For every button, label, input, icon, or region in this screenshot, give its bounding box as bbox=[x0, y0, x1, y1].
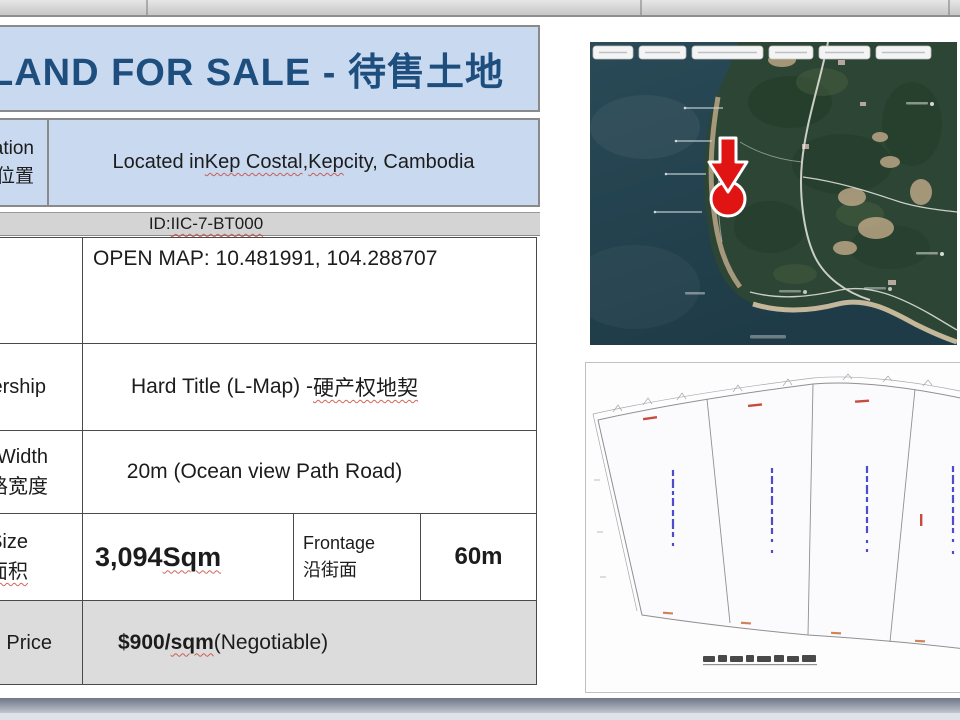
clearings bbox=[768, 53, 932, 255]
road-width-value: 20m (Ocean view Path Road) bbox=[126, 460, 403, 483]
map-attribution-blur bbox=[750, 335, 786, 339]
west-beach bbox=[708, 96, 743, 289]
top-bar-tick bbox=[948, 0, 950, 15]
land-size-value: 3,094 Sqm bbox=[83, 514, 294, 600]
ownership-label: Ownership bbox=[0, 344, 83, 430]
frontage-value: 60m bbox=[454, 543, 503, 570]
sea-glint bbox=[590, 95, 700, 159]
map-toolbar-chips bbox=[592, 45, 932, 60]
dimension-labels-orange bbox=[662, 611, 926, 643]
table-row-open-map: OPEN MAP: 10.481991, 104.288707 bbox=[0, 238, 536, 343]
table-row-price: Price $900/sqm (Negotiable) bbox=[0, 600, 536, 684]
frontage-label: Frontage 沿街面 bbox=[294, 514, 421, 600]
ownership-value: Hard Title (L-Map) - 硬产权地契 bbox=[130, 375, 419, 400]
window-bottom-bar bbox=[0, 698, 960, 713]
parcel-outline bbox=[597, 382, 960, 649]
price-label: Price bbox=[0, 601, 83, 684]
survey-offset-lines bbox=[592, 373, 960, 612]
price-value: $900/sqm (Negotiable) bbox=[118, 630, 329, 654]
table-row-size: Size 面积 3,094 Sqm Frontage 沿街面 60m bbox=[0, 513, 536, 600]
open-map-label bbox=[0, 238, 83, 343]
table-row-ownership: Ownership Hard Title (L-Map) - 硬产权地契 bbox=[0, 343, 536, 430]
plot-street-text-blurred bbox=[671, 466, 955, 554]
property-id-strip: ID: IIC-7-BT000 bbox=[0, 212, 540, 236]
piers bbox=[653, 106, 723, 214]
window-top-bar bbox=[0, 0, 960, 17]
location-marker-icon bbox=[707, 136, 749, 218]
title-banner: LAND FOR SALE - 待售土地 bbox=[0, 25, 540, 112]
property-id: IIC-7-BT000 bbox=[170, 214, 264, 233]
top-bar-tick bbox=[640, 0, 642, 15]
buildings bbox=[802, 60, 896, 285]
size-label: Size 面积 bbox=[0, 514, 83, 600]
survey-plot-diagram bbox=[585, 362, 960, 693]
table-row-road-width: Road Width 路宽度 20m (Ocean view Path Road… bbox=[0, 430, 536, 513]
location-value: Located in Kep Costal , Kep city, Cambod… bbox=[112, 151, 475, 173]
details-table: OPEN MAP: 10.481991, 104.288707 Ownershi… bbox=[0, 237, 537, 685]
location-row: Location 位置 Located in Kep Costal , Kep … bbox=[0, 118, 540, 207]
location-label: Location 位置 bbox=[0, 120, 49, 205]
window-bottom-edge bbox=[0, 713, 960, 720]
south-beach bbox=[752, 299, 957, 345]
map-label-dots bbox=[685, 102, 944, 339]
open-map-coordinates: OPEN MAP: 10.481991, 104.288707 bbox=[93, 247, 438, 270]
sea-glint bbox=[590, 245, 700, 329]
parcel-dividers bbox=[706, 383, 916, 643]
page-title: LAND FOR SALE - 待售土地 bbox=[0, 52, 504, 94]
top-bar-tick bbox=[146, 0, 148, 15]
road-width-label: Road Width 路宽度 bbox=[0, 431, 83, 513]
dimension-labels-red bbox=[642, 399, 923, 526]
satellite-map-image bbox=[590, 42, 957, 345]
plot-caption-blurred bbox=[703, 655, 817, 666]
